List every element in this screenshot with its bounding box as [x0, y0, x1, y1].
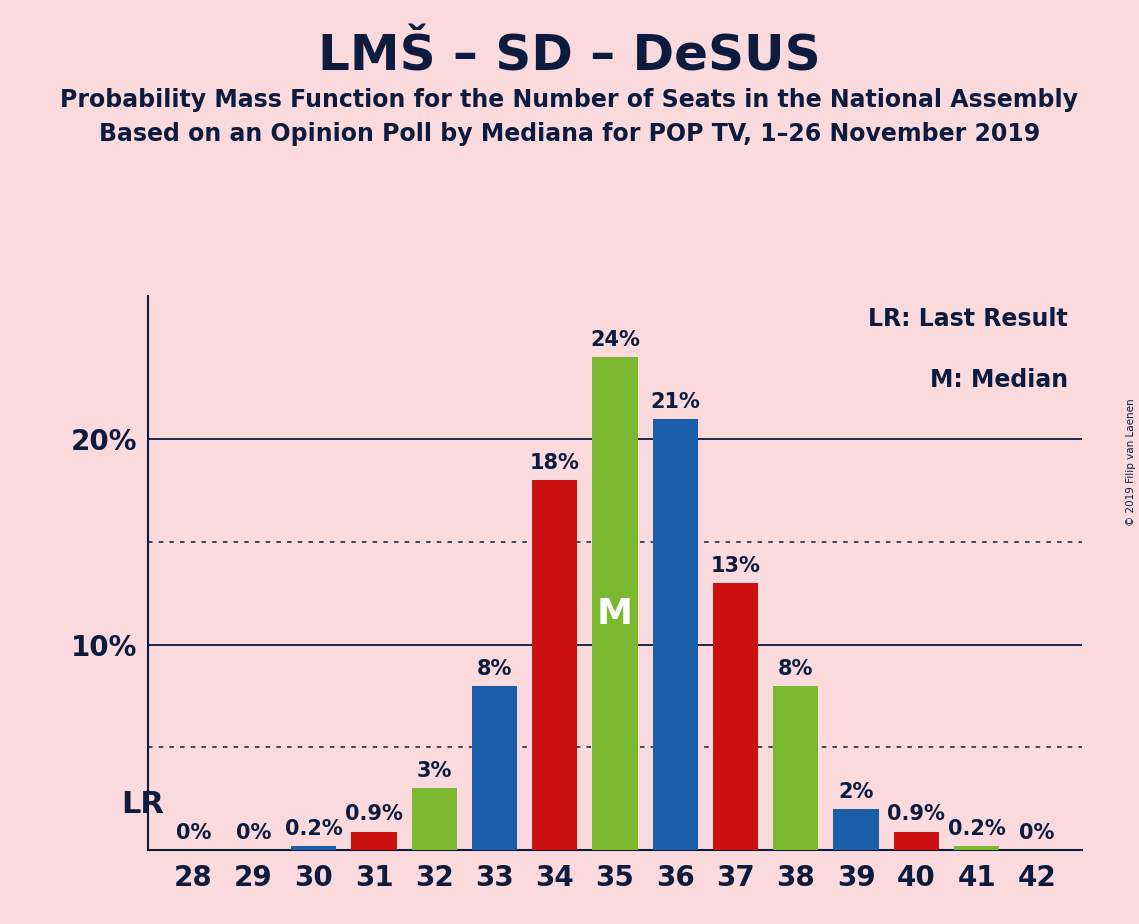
Text: 0.2%: 0.2% [948, 819, 1006, 839]
Text: 0%: 0% [1019, 823, 1055, 843]
Bar [411, 788, 457, 850]
Bar [773, 686, 819, 850]
Text: 0%: 0% [236, 823, 271, 843]
Bar [352, 832, 396, 850]
Text: Probability Mass Function for the Number of Seats in the National Assembly: Probability Mass Function for the Number… [60, 88, 1079, 112]
Bar [894, 832, 939, 850]
Text: 18%: 18% [530, 454, 580, 473]
Text: Based on an Opinion Poll by Mediana for POP TV, 1–26 November 2019: Based on an Opinion Poll by Mediana for … [99, 122, 1040, 146]
Bar [653, 419, 698, 850]
Text: LMŠ – SD – DeSUS: LMŠ – SD – DeSUS [318, 32, 821, 80]
Text: 8%: 8% [477, 659, 513, 678]
Text: 0.9%: 0.9% [345, 805, 403, 824]
Bar [592, 358, 638, 850]
Bar [472, 686, 517, 850]
Bar [292, 846, 336, 850]
Text: 21%: 21% [650, 392, 700, 412]
Text: 24%: 24% [590, 330, 640, 350]
Text: 8%: 8% [778, 659, 813, 678]
Text: LR: LR [121, 790, 164, 820]
Text: M: Median: M: Median [929, 368, 1068, 392]
Text: © 2019 Filip van Laenen: © 2019 Filip van Laenen [1126, 398, 1136, 526]
Text: 0.2%: 0.2% [285, 819, 343, 839]
Bar [834, 809, 878, 850]
Text: M: M [597, 597, 633, 630]
Bar [954, 846, 999, 850]
Bar [532, 480, 577, 850]
Text: 2%: 2% [838, 782, 874, 802]
Bar [713, 583, 759, 850]
Text: 3%: 3% [417, 761, 452, 782]
Text: 13%: 13% [711, 556, 761, 576]
Text: LR: Last Result: LR: Last Result [868, 307, 1068, 331]
Text: 0%: 0% [175, 823, 211, 843]
Text: 0.9%: 0.9% [887, 805, 945, 824]
